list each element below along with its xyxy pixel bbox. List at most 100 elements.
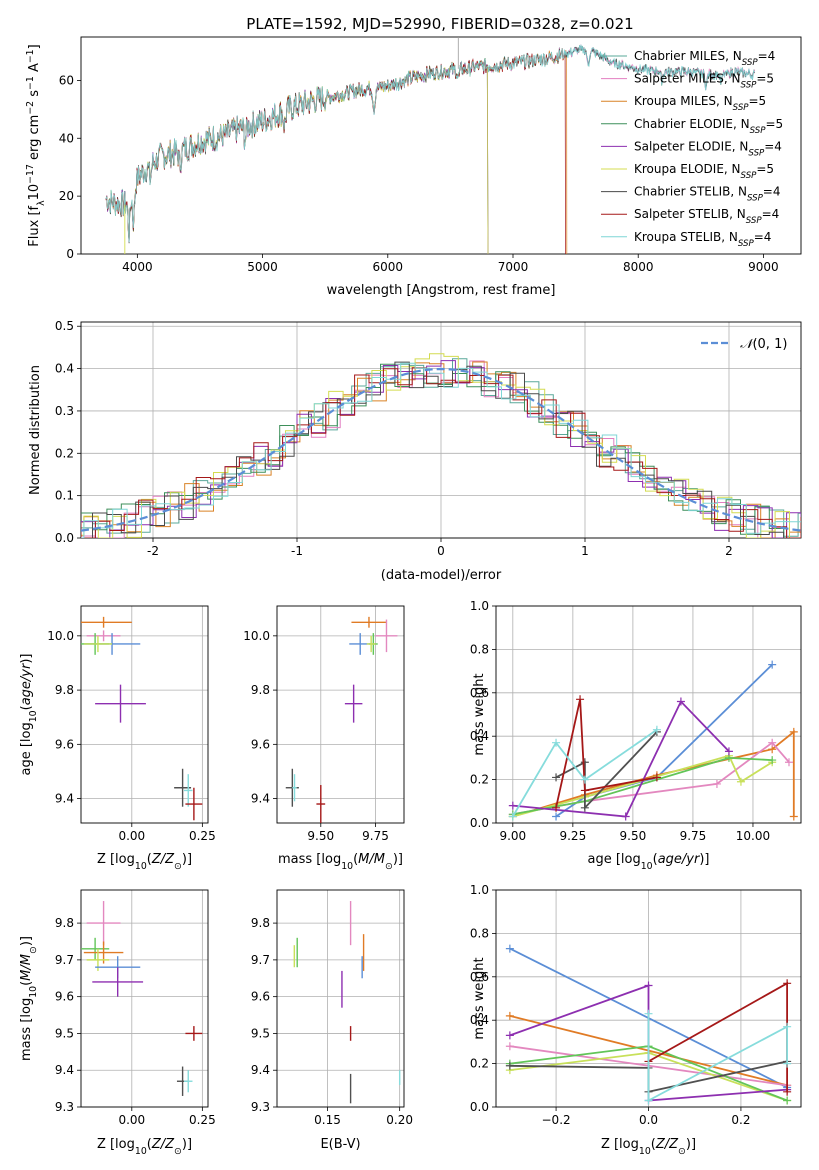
y-tick-label: 0.8 [470,642,489,656]
error-bar-point [375,619,398,653]
y-tick-label: 9.8 [55,683,74,697]
series-marker [768,756,777,765]
y-tick-label: 0.2 [470,773,489,787]
x-tick-label: 0.0 [639,1113,658,1127]
error-bar-point [185,787,203,821]
series-marker [736,777,745,786]
legend-label: Chabrier MILES, NSSP=4 [634,49,775,68]
gaussian-reference-curve [81,367,801,532]
spectrum-series-line [105,44,756,243]
y-tick-label: 9.4 [251,792,270,806]
series-marker [505,1061,514,1070]
series-marker [644,981,653,990]
y-tick-label: 9.5 [55,1026,74,1040]
massweight_vs_Z-axes: −0.2 0.0 0.2 0.0 0.2 0.4 0.6 0.8 1.0 [470,883,802,1127]
x-tick-label: 0.00 [118,1113,145,1127]
x-tick-label: 9.75 [362,829,389,843]
y-tick-label: 40 [59,131,74,145]
y-tick-label: 9.6 [55,737,74,751]
series-marker [784,758,793,767]
y-tick-label: 60 [59,73,74,87]
y-tick-label: 0.5 [55,319,74,333]
series-marker [505,1011,514,1020]
histogram-series [81,361,801,538]
axes-frame [495,605,802,824]
mass_vs_Z-axes: 0.00 0.25 9.3 9.4 9.5 9.6 9.7 9.8 [55,889,216,1127]
series-marker [580,758,589,767]
x-tick-label: 0.25 [189,1113,216,1127]
y-tick-label: 9.4 [55,792,74,806]
x-tick-label: 9.50 [307,829,334,843]
mass-ebv-xlabel: E(B-V) [320,1137,360,1152]
error-bar-point [184,774,193,807]
legend-label: Kroupa ELODIE, NSSP=5 [634,162,774,181]
series-marker [576,695,585,704]
error-bar-point [86,901,121,946]
axes-frame [80,605,209,824]
y-tick-label: 10.0 [47,629,74,643]
error-bar-point [185,1026,203,1041]
axes-frame [495,889,802,1108]
mw-age-ylabel: mass weight [472,673,487,755]
error-bar-point [184,1070,193,1093]
mass-Z-xlabel: Z [log10(Z/Z⊙)] [97,1137,192,1157]
series-line [512,728,658,817]
y-tick-label: 9.8 [55,916,74,930]
x-tick-label: 0.25 [189,829,216,843]
y-tick-label: 10.0 [243,629,270,643]
y-tick-label: 0.4 [55,362,74,376]
series-marker [724,747,733,756]
series-marker [783,1096,792,1105]
series-marker [783,1022,792,1031]
y-tick-label: 9.8 [251,916,270,930]
x-tick-label: 2 [725,544,733,558]
spectrum-series-line [105,59,489,254]
series-marker [768,660,777,669]
series-marker [580,786,589,795]
series-line [647,1013,788,1102]
spectrum-axes: 4000 5000 6000 7000 8000 9000 0 20 40 60 [59,36,802,274]
y-tick-label: 0.6 [470,686,489,700]
x-tick-label: 9.50 [620,829,647,843]
y-tick-label: 0.6 [470,970,489,984]
y-tick-label: 0 [66,247,74,261]
legend-label: Salpeter MILES, NSSP=5 [634,72,774,91]
legend-label: 𝒩(0, 1) [740,337,787,352]
histogram-series [81,360,801,538]
y-tick-label: 9.8 [251,683,270,697]
x-tick-label: 0 [437,544,445,558]
series-marker [552,773,561,782]
x-tick-label: 5000 [247,260,278,274]
series-marker [652,773,661,782]
series-marker [676,697,685,706]
series-marker [768,738,777,747]
mass_vs_EBV-points [293,901,401,1104]
y-tick-label: 9.7 [55,953,74,967]
histogram-series [81,362,801,538]
legend-label: Kroupa STELIB, NSSP=4 [634,230,771,249]
histogram-series [81,367,801,538]
error-bar-point [316,785,326,823]
axes-frame [276,605,405,824]
series-marker [552,812,561,821]
y-tick-label: 9.4 [55,1063,74,1077]
series-marker [580,775,589,784]
age-Z-xlabel: Z [log10(Z/Z⊙)] [97,852,192,872]
y-tick-label: 9.6 [251,737,270,751]
figure-title: PLATE=1592, MJD=52990, FIBERID=0328, z=0… [246,15,633,33]
y-tick-label: 1.0 [470,599,489,613]
x-tick-label: -1 [291,544,303,558]
series-line [512,699,730,818]
x-tick-label: 9.25 [559,829,586,843]
mass_vs_Z-points [81,901,203,1096]
series-marker [712,779,721,788]
x-tick-label: 0.2 [731,1113,750,1127]
series-marker [644,1009,653,1018]
legend-label: Kroupa MILES, NSSP=5 [634,94,766,113]
histogram-ylabel: Normed distribution [28,365,43,495]
mass-Z-ylabel: mass [log10(M/M⊙)] [19,936,39,1061]
y-tick-label: 9.3 [251,1100,270,1114]
error-bar-point [292,774,297,802]
mw-Z-ylabel: mass weight [472,957,487,1039]
